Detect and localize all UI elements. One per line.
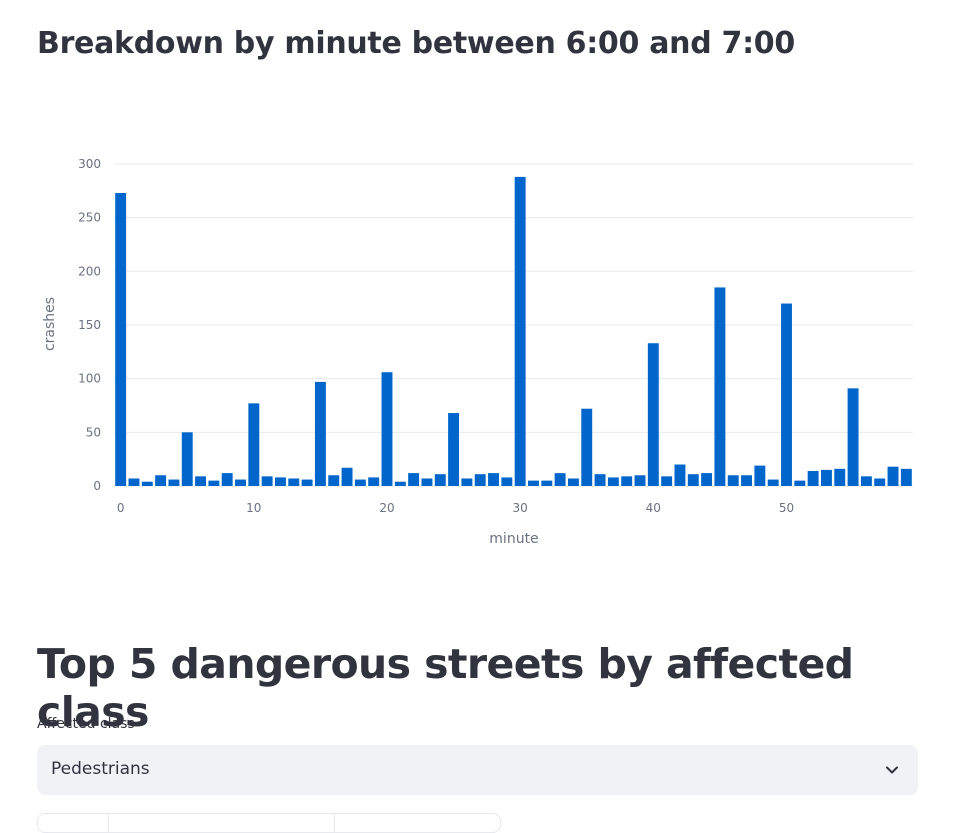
y-axis-title: crashes	[42, 297, 58, 351]
streets-section-title: Top 5 dangerous streets by affected clas…	[37, 640, 854, 736]
bar-minute-24	[434, 474, 446, 486]
bar-minute-7	[208, 480, 220, 486]
x-axis-ticks: 0 10 20 30 40 50	[117, 501, 794, 515]
bar-minute-50	[781, 303, 792, 486]
bar-minute-54	[834, 468, 846, 486]
bar-minute-5	[181, 432, 193, 486]
bar-minute-51	[794, 480, 806, 486]
bar-minute-55	[847, 388, 859, 486]
bar-minute-31	[528, 480, 539, 486]
bar-minute-45	[714, 287, 726, 486]
bar-minute-53	[820, 469, 832, 486]
bar-minute-27	[474, 474, 486, 486]
bar-minute-25	[448, 413, 460, 486]
bar-minute-59	[900, 468, 912, 486]
bar-minute-0	[115, 192, 127, 487]
y-tick-label: 200	[78, 264, 101, 278]
bar-minute-20	[381, 372, 393, 486]
bar-minute-15	[314, 381, 326, 486]
bar-minute-8	[221, 473, 233, 486]
bar-minute-1	[128, 478, 140, 486]
table-column-divider	[334, 814, 335, 832]
bar-minute-48	[754, 465, 766, 486]
y-tick-label: 0	[93, 479, 101, 493]
bar-minute-46	[727, 475, 739, 486]
bar-minute-43	[687, 474, 699, 486]
bar-minute-2	[141, 481, 153, 486]
bar-minute-10	[248, 403, 260, 486]
bar-minute-57	[874, 478, 886, 486]
bar-minute-49	[767, 479, 779, 486]
bar-minute-41	[661, 476, 673, 486]
streets-table	[37, 813, 501, 833]
chart-gridlines	[114, 163, 913, 487]
chevron-down-icon[interactable]	[884, 762, 900, 778]
bar-minute-58	[887, 466, 899, 486]
bar-minute-34	[567, 478, 579, 486]
affected-class-selected-value: Pedestrians	[51, 759, 150, 779]
y-tick-label: 300	[78, 157, 101, 171]
bar-minute-16	[328, 475, 340, 486]
bar-minute-52	[807, 470, 819, 486]
crashes-by-minute-chart: 0 50 100 150 200 250 300 0 10 20 30 40 50 crashes m…	[42, 157, 913, 547]
bar-minute-47	[741, 475, 753, 486]
bar-minute-19	[368, 477, 380, 486]
bar-minute-44	[701, 473, 713, 486]
bar-minute-18	[354, 479, 366, 486]
bar-minute-40	[647, 343, 659, 486]
x-tick-label: 30	[513, 501, 528, 515]
bar-minute-6	[195, 476, 207, 486]
bar-minute-23	[421, 478, 433, 486]
affected-class-select[interactable]: Pedestrians	[37, 745, 918, 795]
bar-minute-29	[501, 477, 513, 486]
y-axis-ticks: 0 50 100 150 200 250 300	[78, 157, 101, 493]
bar-minute-38	[621, 476, 633, 486]
bar-minute-11	[261, 476, 273, 486]
y-tick-label: 100	[78, 372, 101, 386]
bar-minute-14	[301, 479, 313, 486]
bar-minute-9	[235, 479, 246, 486]
bar-minute-22	[408, 473, 420, 486]
x-axis-title: minute	[489, 531, 538, 547]
bar-minute-42	[674, 464, 686, 486]
bar-minute-21	[394, 481, 406, 486]
bar-minute-12	[274, 477, 286, 486]
bar-minute-33	[554, 473, 566, 486]
y-tick-label: 250	[78, 211, 101, 225]
x-tick-label: 0	[117, 501, 125, 515]
bar-minute-39	[634, 475, 646, 486]
bar-minute-56	[860, 476, 872, 486]
y-tick-label: 50	[86, 425, 101, 439]
x-tick-label: 10	[246, 501, 261, 515]
chart-bars	[115, 176, 912, 487]
bar-minute-30	[514, 176, 526, 486]
table-column-divider	[108, 814, 109, 832]
bar-minute-28	[488, 473, 499, 486]
x-tick-label: 50	[779, 501, 794, 515]
bar-minute-32	[541, 480, 553, 486]
y-tick-label: 150	[78, 318, 101, 332]
bar-minute-36	[594, 474, 606, 486]
chart-section-title: Breakdown by minute between 6:00 and 7:0…	[37, 26, 795, 61]
affected-class-label: Affected class	[37, 716, 135, 732]
bar-minute-3	[155, 475, 167, 486]
x-tick-label: 40	[646, 501, 661, 515]
bar-minute-17	[341, 467, 353, 486]
x-tick-label: 20	[379, 501, 394, 515]
bar-minute-37	[607, 477, 619, 486]
bar-minute-26	[461, 478, 473, 486]
bar-minute-13	[288, 478, 300, 486]
bar-minute-4	[168, 479, 180, 486]
bar-minute-35	[581, 408, 593, 486]
